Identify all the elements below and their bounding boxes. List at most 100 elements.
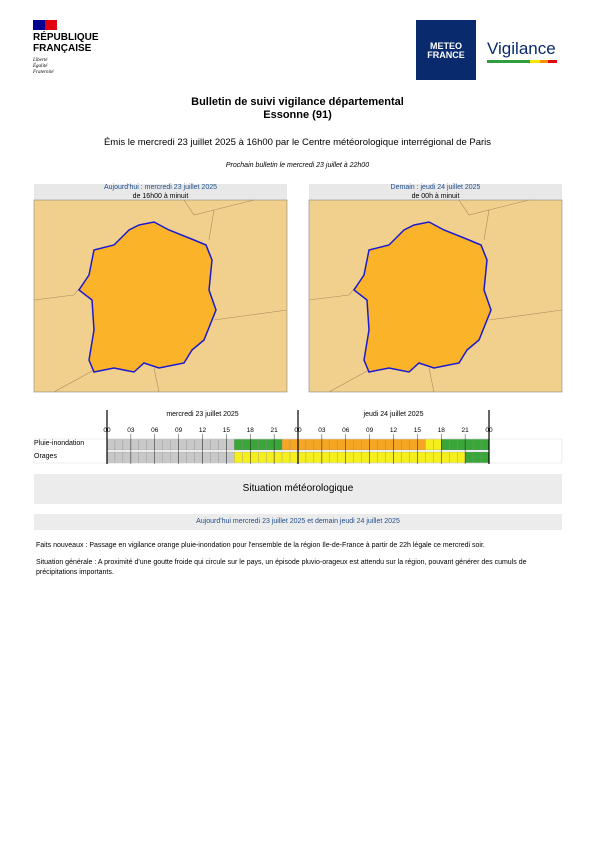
hour-label: 12 [199, 427, 207, 434]
map-label: Aujourd'hui : mercredi 23 juillet 2025 [103, 184, 217, 191]
timeline-cell [210, 451, 219, 464]
timeline-cell [369, 438, 378, 451]
timeline-cell [234, 451, 243, 464]
timeline-cell [401, 438, 410, 451]
timeline-cell [273, 438, 283, 451]
timeline-cell [130, 451, 139, 464]
timeline-cell [441, 451, 450, 464]
timeline-cell [449, 438, 458, 451]
timeline-cell [417, 438, 426, 451]
timeline-cell [457, 451, 466, 464]
timeline-cell [138, 438, 147, 451]
timeline-cell [345, 438, 354, 451]
motto: Liberté Égalité Fraternité [33, 58, 54, 76]
text: Liberté [33, 58, 48, 63]
timeline-cell [266, 451, 275, 464]
timeline-cell [297, 438, 307, 451]
timeline-cell [369, 451, 378, 464]
timeline-cell [226, 438, 235, 451]
timeline-cell [106, 438, 116, 451]
label: Faits nouveaux : [36, 542, 88, 549]
situation-title: Situation météorologique [242, 483, 354, 494]
text: FRANÇAISE [33, 43, 92, 54]
timeline-cell [353, 451, 362, 464]
hour-label: 09 [366, 427, 374, 434]
timeline-cell [154, 438, 163, 451]
timeline-cell [377, 438, 386, 451]
timeline-cell [353, 438, 362, 451]
timeline-cell [409, 438, 418, 451]
timeline-cell [361, 451, 370, 464]
timeline-cell [321, 451, 330, 464]
timeline-cell [457, 438, 466, 451]
timeline-cell [202, 451, 211, 464]
timeline-cell [433, 451, 442, 464]
timeline-cell [385, 438, 394, 451]
label: Situation générale : [36, 559, 97, 566]
meteo-france: METEO FRANCE [416, 42, 476, 60]
text: Fraternité [33, 70, 54, 75]
timeline-cell [464, 438, 474, 451]
timeline-cell [250, 438, 259, 451]
timeline-cell [281, 438, 291, 451]
timeline-cell [313, 451, 323, 464]
timeline-cell [337, 451, 346, 464]
timeline-cell [321, 438, 330, 451]
timeline-cell [202, 438, 211, 451]
timeline-cell [258, 451, 267, 464]
map-label: Demain : jeudi 24 juillet 2025 [390, 184, 481, 191]
timeline-cell [178, 451, 187, 464]
timeline-cell [162, 451, 171, 464]
timeline-cell [393, 438, 402, 451]
timeline-cell [441, 438, 450, 451]
text: METEO [429, 41, 462, 51]
timeline-cell [210, 438, 219, 451]
title: Bulletin de suivi vigilance départementa… [191, 96, 404, 108]
text: FRANCE [427, 50, 465, 60]
timeline-cell [146, 438, 155, 451]
timeline-cell [417, 451, 426, 464]
subtitle: Essonne (91) [263, 109, 332, 121]
situation-period: Aujourd'hui mercredi 23 juillet 2025 et … [196, 518, 400, 525]
timeline-cell [146, 451, 155, 464]
republique: RÉPUBLIQUE FRANÇAISE [33, 32, 99, 54]
text: A proximité d'une goutte froide qui circ… [36, 559, 527, 576]
timeline-cell [162, 438, 171, 451]
hour-label: 18 [247, 427, 255, 434]
timeline-cell [449, 451, 458, 464]
hour-label: 15 [414, 427, 422, 434]
timeline-cell [329, 451, 338, 464]
timeline-cell [472, 438, 482, 451]
hour-label: 12 [390, 427, 398, 434]
paragraph: Situation générale : A proximité d'une g… [36, 558, 556, 578]
timeline-cell [425, 438, 434, 451]
timeline-cell [385, 451, 394, 464]
timeline-cell [313, 438, 323, 451]
hour-label: 03 [318, 427, 326, 434]
timeline-cell [170, 451, 179, 464]
timeline-cell [138, 451, 147, 464]
timeline-cell [178, 438, 187, 451]
timeline-cell [258, 438, 267, 451]
timeline-cell [305, 451, 315, 464]
timeline-cell [289, 438, 299, 451]
timeline-cell [305, 438, 315, 451]
hour-label: 03 [127, 427, 135, 434]
timeline-cell [464, 451, 474, 464]
hour-label: 06 [151, 427, 159, 434]
hour-label: 09 [175, 427, 183, 434]
timeline-cell [480, 451, 490, 464]
timeline-cell [273, 451, 283, 464]
timeline-cell [337, 438, 346, 451]
timeline-cell [122, 451, 132, 464]
timeline-cell [425, 451, 434, 464]
hour-label: 18 [438, 427, 446, 434]
timeline-cell [289, 451, 299, 464]
timeline-cell [186, 438, 195, 451]
timeline-cell [130, 438, 139, 451]
timeline-cell [194, 438, 203, 451]
timeline-cell [114, 451, 124, 464]
timeline-cell [218, 438, 227, 451]
timeline-cell [218, 451, 227, 464]
